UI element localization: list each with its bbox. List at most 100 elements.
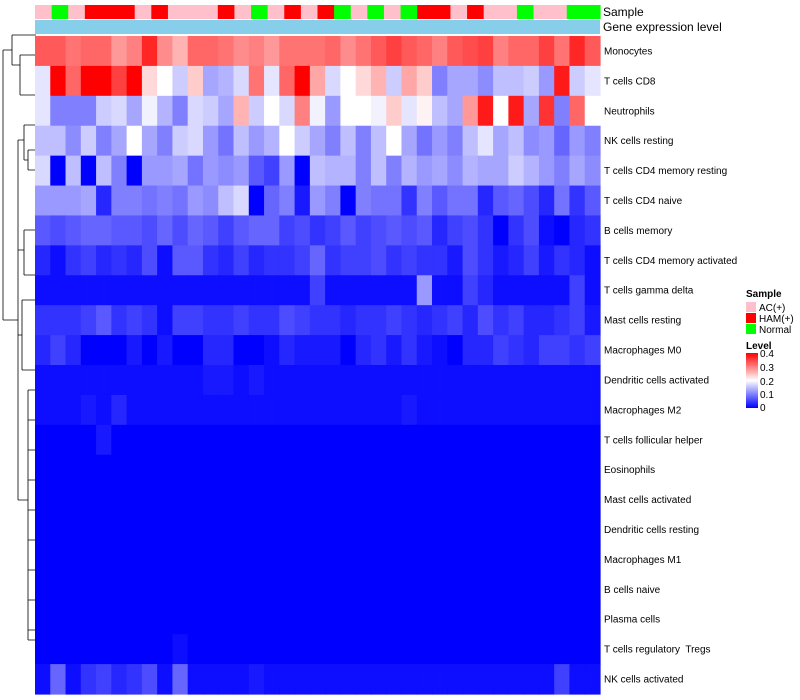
heatmap-cell [157,365,174,396]
heatmap-cell [294,215,311,246]
heatmap-cell [187,335,204,366]
heatmap-cell [462,454,479,486]
heatmap-cell [493,305,509,336]
legend-label-ac: AC(+) [759,303,785,314]
heatmap-cell [523,245,540,276]
sample-annotation-cell [317,5,335,19]
heatmap-cell [325,574,342,605]
heatmap-cell [96,634,112,665]
heatmap-cell [355,394,372,426]
heatmap-cell [279,454,296,486]
heatmap-cell [538,125,555,157]
heatmap-cell [538,65,555,97]
heatmap-cell [401,574,418,605]
gene-expression-track [35,20,600,34]
legend-swatch-ham [746,313,756,323]
heatmap-cell [462,215,479,246]
heatmap-cell [141,36,158,67]
heatmap-cell [187,454,204,486]
heatmap-cell [172,335,189,366]
heatmap-cell [401,454,418,486]
legend-label-normal: Normal [759,325,791,336]
heatmap-cell [202,245,219,276]
sample-annotation-cell [516,5,535,19]
heatmap-cell [50,275,67,306]
heatmap-cell [233,454,250,486]
heatmap-cell [233,394,250,426]
heatmap-cell [96,36,112,67]
heatmap-cell [202,125,219,157]
heatmap-cell [80,215,97,246]
heatmap-cell [523,604,540,635]
heatmap-cell [172,305,189,336]
row-label: T cells CD4 memory activated [604,256,737,267]
heatmap-cell [569,245,586,276]
heatmap-cell [202,185,219,217]
heatmap-cell [493,275,509,306]
heatmap-cell [264,335,280,366]
sample-annotation-cell [433,5,452,19]
sample-annotation-cell [583,5,601,19]
heatmap-cell [80,424,97,456]
heatmap-cell [309,215,326,246]
sample-annotation-cell [234,5,252,19]
heatmap-cell [126,484,143,516]
heatmap-cell [386,544,403,575]
heatmap-cell [477,305,494,336]
heatmap-cell [340,65,357,97]
sample-annotation-cell [201,5,219,19]
heatmap-cell [294,544,311,575]
heatmap-cell [340,245,357,276]
heatmap-cell [264,36,280,67]
heatmap-cell [172,185,189,217]
level-legend: Level 0.4 0.3 0.2 0.1 0 [746,341,774,414]
heatmap-cell [416,424,433,456]
heatmap-cell [279,215,296,246]
heatmap-cell [416,65,433,97]
heatmap-cell [218,394,235,426]
heatmap-cell [126,424,143,456]
heatmap-cell [202,634,219,665]
heatmap-cell [248,484,265,516]
heatmap-cell [279,574,296,605]
heatmap-cell [432,514,448,546]
heatmap-cell [432,305,448,336]
heatmap-cell [248,424,265,456]
heatmap-cell [386,604,403,635]
heatmap-cell [65,394,82,426]
heatmap-cell [202,664,219,695]
heatmap-cell [218,65,235,97]
heatmap-cell [141,634,158,665]
heatmap-cell [370,155,387,187]
heatmap-cell [111,574,128,605]
heatmap-cell [35,424,51,456]
heatmap-cell [447,335,464,366]
heatmap-cell [35,365,51,396]
heatmap-cell [325,365,342,396]
heatmap-cell [218,125,235,157]
heatmap-cell [141,544,158,575]
heatmap-cell [35,215,51,246]
heatmap-cell [340,185,357,217]
heatmap-cell [416,275,433,306]
heatmap-cell [141,155,158,187]
heatmap-cell [126,604,143,635]
sample-annotation-cell [400,5,418,19]
heatmap-cell [493,335,509,366]
heatmap-cell [493,394,509,426]
heatmap-cell [248,36,265,67]
heatmap-cell [111,335,128,366]
heatmap-cell [569,305,586,336]
heatmap-cell [187,574,204,605]
heatmap-cell [584,125,601,157]
heatmap-cell [126,65,143,97]
heatmap-cell [477,514,494,546]
heatmap-cell [584,664,601,695]
heatmap-cell [80,155,97,187]
heatmap-cell [493,544,509,575]
heatmap-cell [584,245,601,276]
heatmap-cell [35,574,51,605]
heatmap-cell [172,574,189,605]
heatmap-cell [508,664,525,695]
heatmap-cell [202,544,219,575]
